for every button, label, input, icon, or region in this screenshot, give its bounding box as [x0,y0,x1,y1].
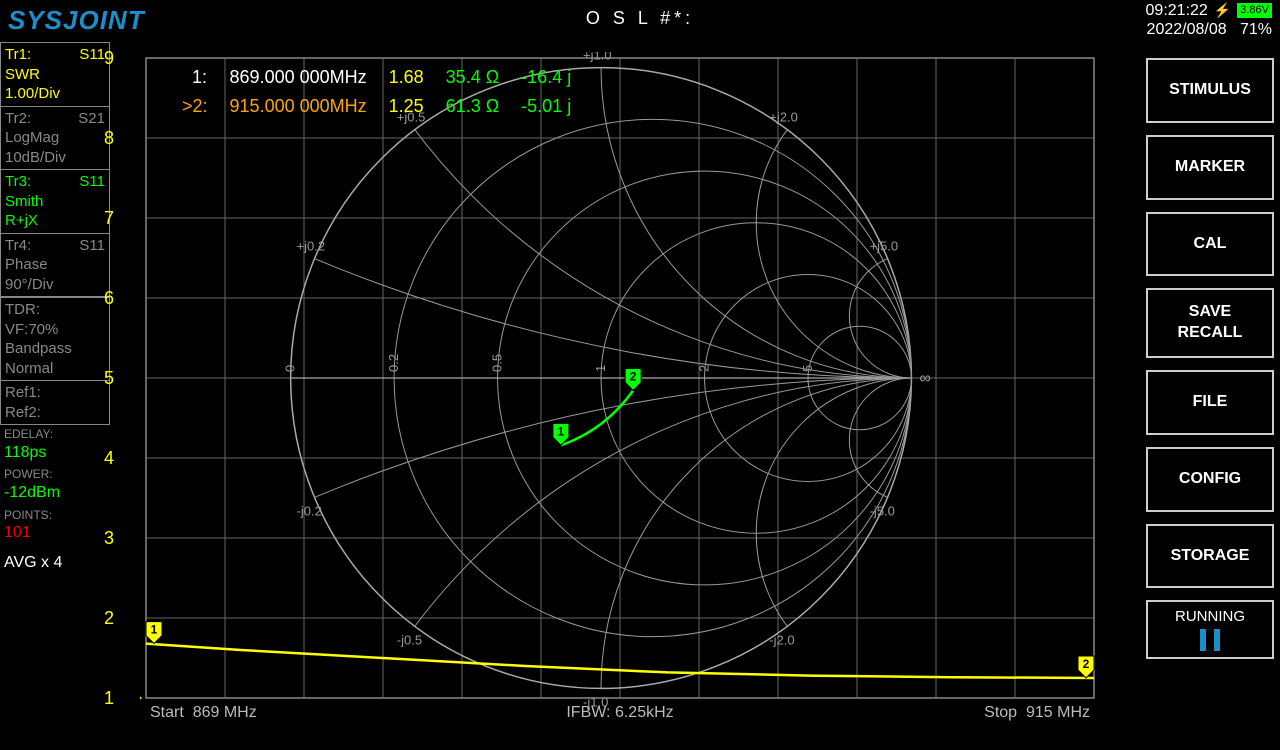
chart-svg: 01250.20.5∞+j0.2+j0.5+j1.0+j2.0+j5.0-j0.… [140,52,1100,724]
marker-row: >2:915.000 000MHz1.2561.3 Ω-5.01 j [172,93,581,120]
svg-text:0: 0 [283,365,298,372]
trace-scale: 10dB/Div [5,148,105,168]
points-label: POINTS: [4,508,106,524]
trace-box-4[interactable]: Tr4:S11Phase90°/Div [0,234,110,298]
ref2-label: Ref2: [5,403,105,423]
chart-area: 01250.20.5∞+j0.2+j0.5+j1.0+j2.0+j5.0-j0.… [140,52,1100,724]
trace-format: SWR [5,65,105,85]
edelay-value: 118ps [4,444,46,461]
clock-time: 09:21:22 [1146,1,1208,20]
menu-storage[interactable]: STORAGE [1146,524,1274,589]
y-tick: 6 [104,288,114,309]
y-tick: 8 [104,128,114,149]
trace-box-2[interactable]: Tr2:S21LogMag10dB/Div [0,107,110,171]
y-tick: 4 [104,448,114,469]
power-status: POWER: -12dBm [0,465,110,505]
y-tick: 7 [104,208,114,229]
trace-scale: 1.00/Div [5,84,105,104]
marker-row: 1:869.000 000MHz1.6835.4 Ω-16.4 j [172,64,581,91]
edelay-label: EDELAY: [4,427,106,443]
trace-scale: 90°/Div [5,275,105,295]
points-value: 101 [4,524,31,541]
logo: SYSJOINT [8,5,145,36]
trace-format: Phase [5,255,105,275]
svg-text:2: 2 [697,365,712,372]
trace-format: Smith [5,192,105,212]
svg-text:0.2: 0.2 [386,354,401,372]
right-menu: STIMULUS MARKER CAL SAVERECALL FILE CONFIG STO… [1146,58,1274,659]
running-button[interactable]: RUNNING [1146,600,1274,659]
svg-text:∞: ∞ [919,370,930,387]
svg-text:-j2.0: -j2.0 [769,632,794,647]
svg-text:+j5.0: +j5.0 [870,239,899,254]
sweep-start: Start 869 MHz [150,704,257,722]
left-panel: Tr1:S11SWR1.00/DivTr2:S21LogMag10dB/DivT… [0,42,110,580]
tdr-mode2: Normal [5,359,105,379]
power-label: POWER: [4,467,106,483]
trace-box-3[interactable]: Tr3:S11SmithR+jX [0,170,110,234]
trace-name: Tr1:S11 [5,45,105,65]
page-title: O S L #*: [586,8,694,29]
battery-voltage: 3.86V [1237,3,1272,18]
svg-text:1: 1 [151,623,158,637]
tdr-label: TDR: [5,300,105,320]
tdr-box[interactable]: TDR: VF:70% Bandpass Normal [0,297,110,381]
trace-box-1[interactable]: Tr1:S11SWR1.00/Div [0,42,110,107]
marker-info-table: 1:869.000 000MHz1.6835.4 Ω-16.4 j>2:915.… [170,62,583,122]
y-tick: 2 [104,608,114,629]
status-right: 09:21:22 ⚡ 3.86V 2022/08/08 71% [1146,1,1272,39]
pause-icon [1152,629,1268,651]
tdr-mode1: Bandpass [5,339,105,359]
menu-save-recall[interactable]: SAVERECALL [1146,288,1274,358]
svg-text:2: 2 [1083,657,1090,671]
svg-text:-j0.2: -j0.2 [297,503,322,518]
power-value: -12dBm [4,484,60,501]
points-status: POINTS: 101 [0,506,110,546]
charging-icon: ⚡ [1214,2,1231,19]
y-tick: 9 [104,48,114,69]
y-tick: 3 [104,528,114,549]
y-tick: 5 [104,368,114,389]
menu-file[interactable]: FILE [1146,370,1274,435]
svg-text:2: 2 [630,370,637,384]
sweep-ifbw: IFBW: 6.25kHz [566,704,673,722]
avg-label: AVG x 4 [0,546,110,580]
edelay-status: EDELAY: 118ps [0,425,110,465]
trace-scale: R+jX [5,211,105,231]
svg-text:-j5.0: -j5.0 [870,503,895,518]
svg-text:-j0.5: -j0.5 [397,632,422,647]
running-label: RUNNING [1152,608,1268,625]
clock-date: 2022/08/08 [1147,21,1227,38]
svg-text:0.5: 0.5 [490,354,505,372]
menu-config[interactable]: CONFIG [1146,447,1274,512]
svg-text:1: 1 [558,424,565,438]
menu-marker[interactable]: MARKER [1146,135,1274,200]
trace-name: Tr2:S21 [5,109,105,129]
battery-pct: 71% [1240,21,1272,38]
svg-text:+j2.0: +j2.0 [769,110,798,125]
svg-text:+j1.0: +j1.0 [583,52,612,63]
refs-box[interactable]: Ref1: Ref2: [0,381,110,425]
trace-name: Tr3:S11 [5,172,105,192]
sweep-stop: Stop 915 MHz [984,704,1090,722]
y-tick: 1 [104,688,114,709]
menu-cal[interactable]: CAL [1146,212,1274,277]
menu-stimulus[interactable]: STIMULUS [1146,58,1274,123]
ref1-label: Ref1: [5,383,105,403]
trace-format: LogMag [5,128,105,148]
trace-name: Tr4:S11 [5,236,105,256]
svg-text:+j0.2: +j0.2 [297,239,326,254]
svg-text:1: 1 [593,365,608,372]
tdr-vf: VF:70% [5,320,105,340]
svg-text:5: 5 [800,365,815,372]
